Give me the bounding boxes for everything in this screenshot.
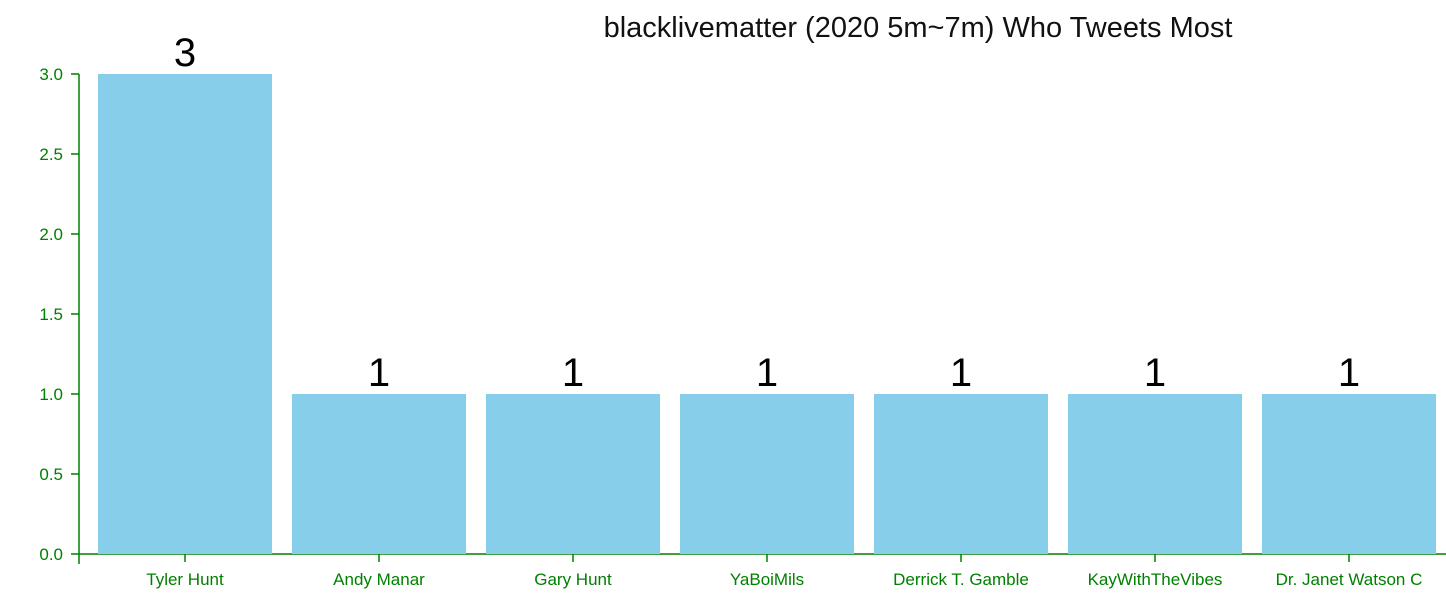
bar — [486, 394, 660, 554]
y-axis: 0.0 0.5 1.0 1.5 2.0 2.5 3.0 — [39, 65, 80, 564]
bar — [874, 394, 1048, 554]
y-tick-label: 2.0 — [39, 225, 63, 244]
chart-title: blacklivematter (2020 5m~7m) Who Tweets … — [603, 12, 1233, 44]
bar — [1068, 394, 1242, 554]
data-label: 1 — [1338, 351, 1360, 395]
data-labels-group: 3 1 1 1 1 1 1 — [174, 31, 1360, 395]
data-label: 1 — [756, 351, 778, 395]
bar — [680, 394, 854, 554]
x-axis: Tyler Hunt Andy Manar Gary Hunt YaBoiMils De… — [79, 553, 1446, 589]
data-label: 1 — [1144, 351, 1166, 395]
bar — [98, 74, 272, 554]
data-label: 1 — [368, 351, 390, 395]
bar — [292, 394, 466, 554]
y-tick-label: 0.5 — [39, 465, 63, 484]
x-tick-label: KayWithTheVibes — [1088, 570, 1223, 589]
bars-group — [98, 74, 1436, 554]
y-tick-label: 1.0 — [39, 385, 63, 404]
x-tick-label: Dr. Janet Watson C — [1276, 570, 1423, 589]
y-tick-label: 3.0 — [39, 65, 63, 84]
y-tick-label: 2.5 — [39, 145, 63, 164]
data-label: 3 — [174, 31, 196, 75]
x-tick-label: Derrick T. Gamble — [893, 570, 1029, 589]
x-tick-label: Tyler Hunt — [146, 570, 224, 589]
x-tick-label: Andy Manar — [333, 570, 425, 589]
data-label: 1 — [562, 351, 584, 395]
bar — [1262, 394, 1436, 554]
y-tick-label: 0.0 — [39, 545, 63, 564]
data-label: 1 — [950, 351, 972, 395]
x-tick-label: Gary Hunt — [534, 570, 612, 589]
x-tick-label: YaBoiMils — [730, 570, 804, 589]
y-tick-label: 1.5 — [39, 305, 63, 324]
